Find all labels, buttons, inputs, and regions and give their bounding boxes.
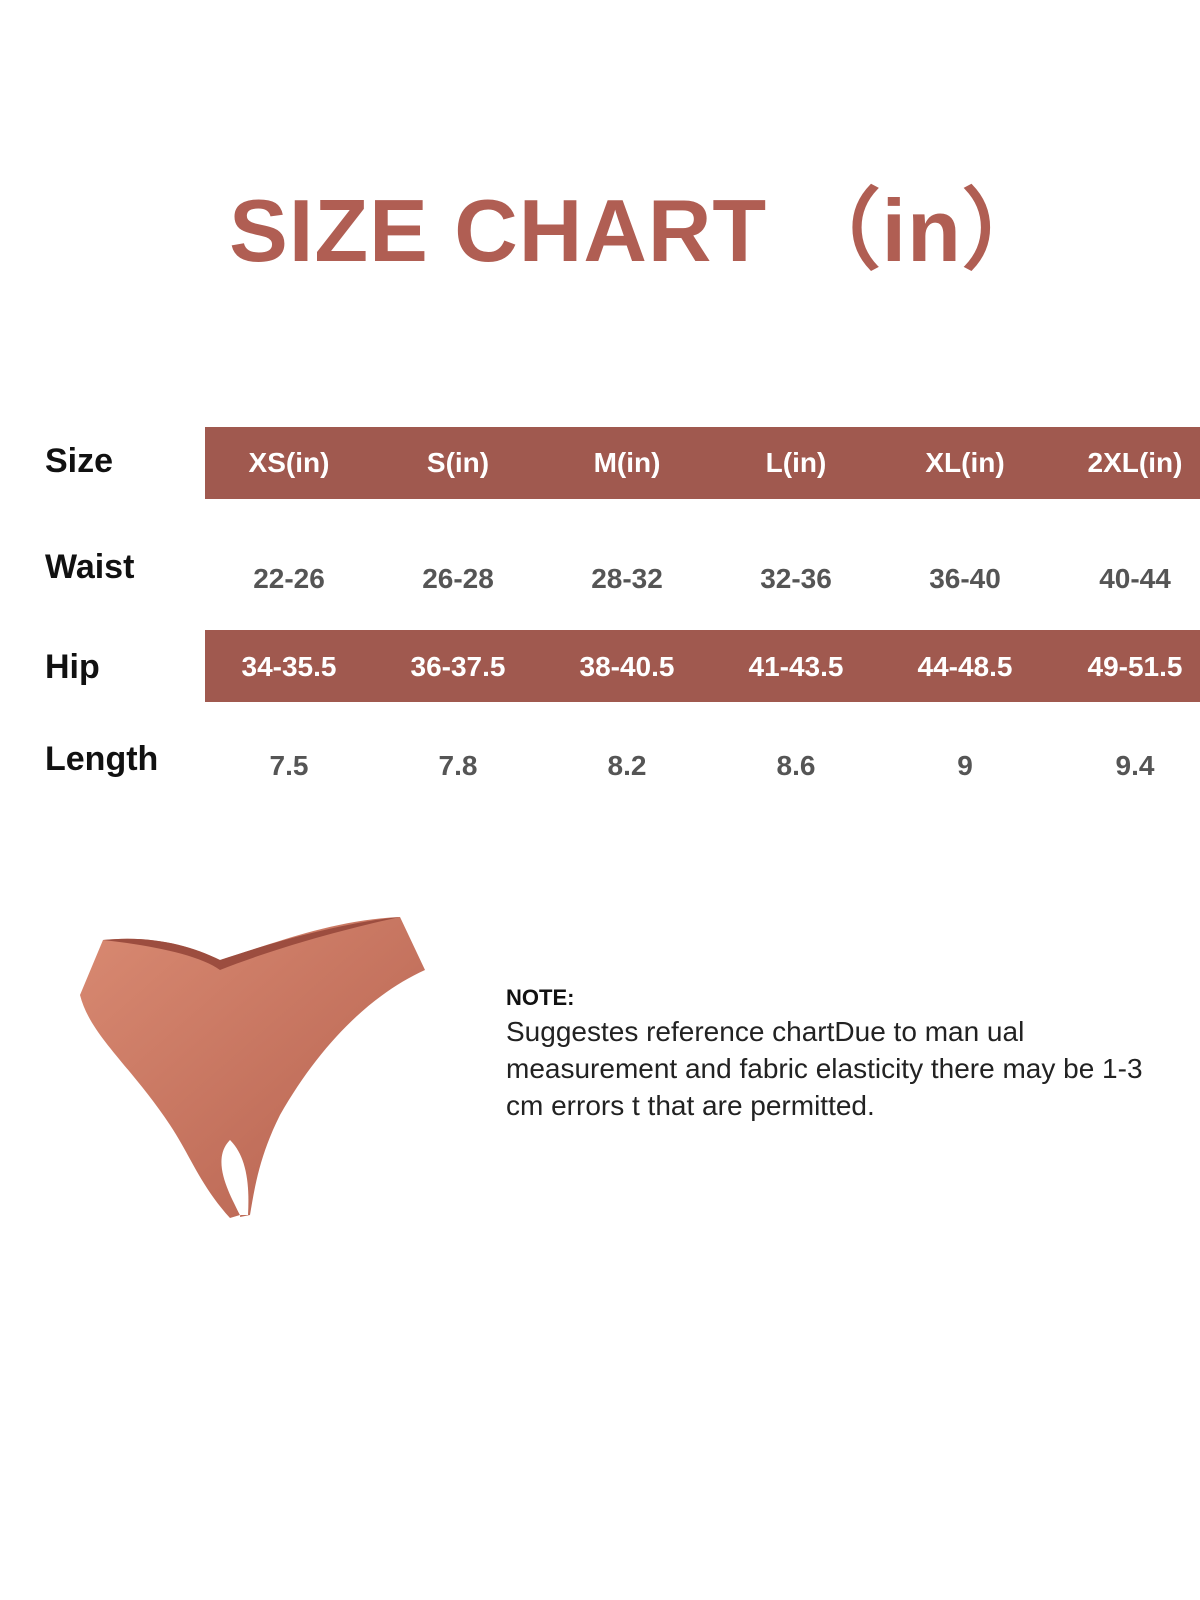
size-header: 2XL(in) (1087, 447, 1183, 478)
waist-cell: 26-28 (422, 563, 494, 594)
thong-underwear-image (80, 917, 425, 1218)
note-heading: NOTE: (506, 985, 575, 1010)
note-text: Suggestes reference chartDue to man ual … (506, 1016, 1143, 1121)
waist-cell: 22-26 (253, 563, 325, 594)
length-cell: 7.8 (438, 750, 478, 781)
hip-cell: 34-35.5 (241, 651, 337, 682)
hip-cell: 41-43.5 (748, 651, 844, 682)
waist-cell: 36-40 (929, 563, 1001, 594)
length-cell: 8.6 (776, 750, 816, 781)
hip-cell: 49-51.5 (1087, 651, 1183, 682)
hip-cell: 38-40.5 (579, 651, 675, 682)
waist-cell: 32-36 (760, 563, 832, 594)
length-cell: 9.4 (1115, 750, 1155, 781)
header-band (205, 427, 1200, 499)
size-header: L(in) (765, 447, 827, 478)
row-label-length: Length (45, 740, 159, 778)
row-label-size: Size (45, 442, 114, 480)
hip-band (205, 630, 1200, 702)
row-label-waist: Waist (45, 548, 135, 586)
row-label-hip: Hip (45, 648, 100, 686)
size-header: XL(in) (925, 447, 1005, 478)
hip-cell: 36-37.5 (410, 651, 506, 682)
hip-cell: 44-48.5 (917, 651, 1013, 682)
page-title: SIZE CHART （in） (229, 181, 1051, 280)
waist-cell: 28-32 (591, 563, 663, 594)
size-header: XS(in) (248, 447, 330, 478)
waist-cell: 40-44 (1099, 563, 1171, 594)
size-header: M(in) (593, 447, 661, 478)
length-cell: 9 (957, 750, 973, 781)
size-header: S(in) (426, 447, 490, 478)
length-cell: 7.5 (269, 750, 309, 781)
length-cell: 8.2 (607, 750, 647, 781)
